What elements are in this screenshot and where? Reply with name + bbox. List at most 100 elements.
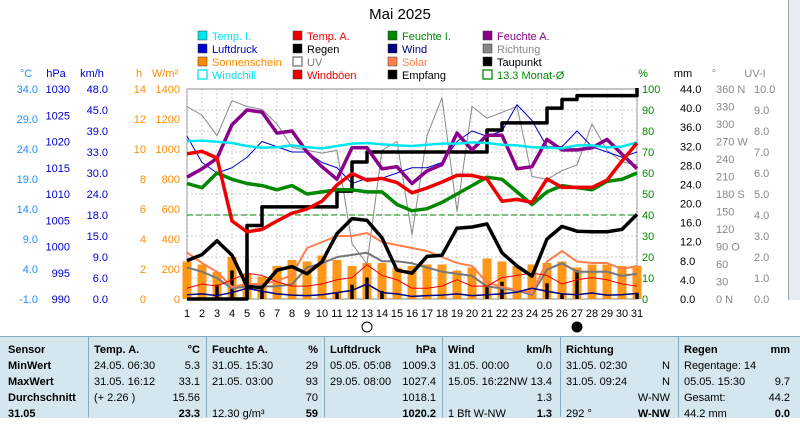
wind-value: 1.3 — [536, 392, 552, 404]
x-tick-label: 16 — [406, 308, 418, 320]
axis-tick-c: 19.0 — [17, 174, 38, 186]
legend-label: Luftdruck — [212, 44, 258, 56]
axis-tick-kmh: 0.0 — [93, 294, 108, 306]
luftdruck-value: 1020.2 — [402, 408, 436, 420]
regen-label: Regentage: 14 — [684, 360, 757, 372]
rain-bar — [635, 292, 639, 299]
rain-bar — [215, 284, 219, 299]
x-tick-label: 5 — [244, 308, 250, 320]
header-regen: Regen — [684, 344, 718, 356]
feuchte-value: 29 — [305, 360, 318, 372]
axis-tick-pct: 70 — [642, 147, 654, 159]
axis-tick-hpa: 995 — [52, 268, 70, 280]
x-tick-label: 24 — [526, 308, 538, 320]
axis-tick-uvi: 9.0 — [754, 105, 769, 117]
header-temp: Temp. A. — [94, 344, 140, 356]
sunshine-bar — [317, 255, 327, 299]
feuchte-value: 70 — [305, 392, 318, 404]
x-tick-label: 15 — [391, 308, 403, 320]
regen-value: 0.0 — [774, 408, 790, 420]
axis-tick-deg: 330 — [716, 102, 734, 114]
richtung-time: 31.05. 09:24 — [566, 376, 628, 388]
sunshine-bar — [467, 267, 477, 299]
axis-unit-label: W/m² — [152, 68, 179, 80]
x-tick-label: 30 — [616, 308, 628, 320]
axis-tick-mm: 28.0 — [680, 160, 701, 172]
luftdruck-value: 1027.4 — [402, 376, 436, 388]
axis-tick-hpa: 1020 — [46, 137, 70, 149]
series-line-luftdruck — [186, 104, 638, 184]
axis-tick-deg: 270 W — [716, 137, 748, 149]
legend-swatch — [197, 43, 208, 54]
header-luftdruck-unit: hPa — [415, 344, 436, 356]
axis-tick-mm: 16.0 — [680, 218, 701, 230]
legend-label: Temp. I. — [212, 31, 251, 43]
axis-tick-hpa: 1030 — [46, 84, 70, 96]
legend-swatch — [292, 30, 303, 41]
x-tick-label: 6 — [259, 308, 265, 320]
axis-tick-deg: 0 N — [716, 294, 733, 306]
axis-tick-h: 10 — [134, 144, 146, 156]
temp-time: 31.05. 16:12 — [94, 376, 156, 388]
legend-swatch — [387, 56, 398, 67]
x-tick-label: 22 — [496, 308, 508, 320]
scrollbar-strip[interactable] — [788, 0, 800, 300]
legend-swatch — [387, 43, 398, 54]
header-feuchte: Feuchte A. — [212, 344, 268, 356]
rain-bar — [380, 290, 384, 299]
axis-tick-mm: 44.0 — [680, 84, 701, 96]
sunshine-bar — [452, 270, 462, 299]
stats-row-label: Durchschnitt — [8, 392, 76, 404]
stats-row: MaxWert 31.05. 16:12 33.1 21.05. 03:00 93 29.… — [0, 376, 800, 392]
axis-unit-label: h — [136, 68, 142, 80]
feuchte-value: 59 — [305, 408, 318, 420]
legend-swatch — [387, 69, 398, 80]
axis-tick-kmh: 9.0 — [93, 252, 108, 264]
richtung-value: W-NW — [637, 408, 670, 420]
legend-swatch — [482, 43, 493, 54]
sunshine-bar — [617, 266, 627, 299]
axis-tick-deg: 180 S — [716, 189, 745, 201]
wind-value: 13.4 — [530, 376, 552, 388]
sunshine-bar — [287, 260, 297, 299]
axis-tick-mm: 4.0 — [680, 275, 695, 287]
axis-tick-hpa: 1010 — [46, 189, 70, 201]
sunshine-bar — [407, 266, 417, 299]
sunshine-bar — [422, 264, 432, 299]
axis-tick-uvi: 10.0 — [754, 84, 775, 96]
x-tick-label: 11 — [331, 308, 342, 320]
axis-tick-deg: 30 — [716, 277, 728, 289]
x-tick-label: 7 — [274, 308, 280, 320]
luftdruck-value: 1009.3 — [402, 360, 436, 372]
axis-tick-kmh: 39.0 — [87, 126, 108, 138]
x-tick-label: 23 — [511, 308, 523, 320]
axis-tick-h: 6 — [140, 204, 146, 216]
axis-tick-pct: 40 — [642, 210, 654, 222]
sunshine-bar — [557, 261, 567, 299]
axis-tick-uvi: 8.0 — [754, 126, 769, 138]
x-tick-label: 12 — [346, 308, 358, 320]
axis-tick-c: -1.0 — [19, 294, 38, 306]
rain-bar — [560, 294, 564, 299]
rain-bar — [485, 287, 489, 299]
axis-tick-kmh: 33.0 — [87, 147, 108, 159]
x-tick-label: 17 — [421, 308, 433, 320]
x-tick-label: 28 — [586, 308, 598, 320]
legend-label: Windchill — [212, 70, 256, 82]
axis-tick-kmh: 48.0 — [87, 84, 108, 96]
wind-time: 15.05. 16:22NW — [448, 376, 528, 388]
temp-time: 24.05. 06:30 — [94, 360, 156, 372]
axis-tick-uvi: 2.0 — [754, 252, 769, 264]
rain-bar — [575, 270, 579, 299]
series-line-taupunkt — [186, 213, 639, 290]
x-tick-label: 13 — [361, 308, 373, 320]
table-divider — [88, 336, 89, 417]
luftdruck-time: 29.05. 08:00 — [330, 376, 392, 388]
legend-label: Taupunkt — [497, 57, 542, 69]
axis-tick-mm: 36.0 — [680, 122, 701, 134]
stats-row-label: MaxWert — [8, 376, 54, 388]
axis-tick-kmh: 45.0 — [87, 105, 108, 117]
sunshine-bar — [392, 267, 402, 299]
temp-value: 15.56 — [172, 392, 200, 404]
axis-unit-label: ° — [712, 68, 716, 80]
